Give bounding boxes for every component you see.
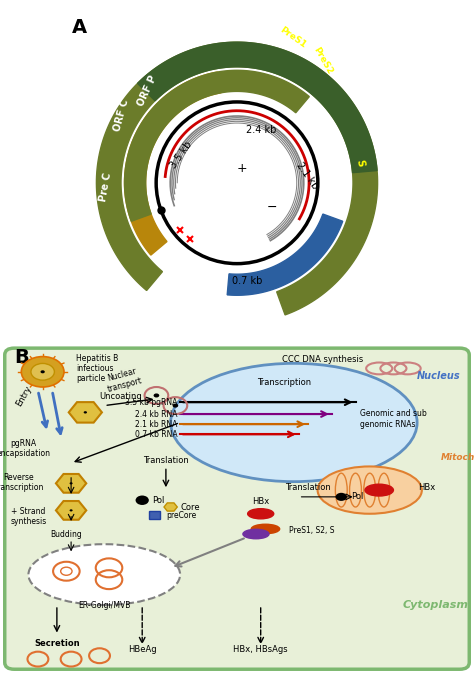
Text: Pol: Pol — [351, 492, 363, 502]
Ellipse shape — [28, 544, 180, 605]
Text: ORF X: ORF X — [175, 270, 208, 280]
Text: PreS1: PreS1 — [278, 25, 308, 49]
Ellipse shape — [248, 508, 274, 519]
Ellipse shape — [365, 484, 393, 496]
Text: Pol: Pol — [152, 496, 164, 505]
Text: Cytoplasm: Cytoplasm — [403, 600, 469, 610]
Text: Entry: Entry — [14, 384, 33, 408]
Text: Nucleus: Nucleus — [417, 370, 461, 381]
Text: 0.7 kb RNA: 0.7 kb RNA — [135, 430, 178, 439]
Circle shape — [173, 404, 178, 408]
FancyBboxPatch shape — [149, 511, 160, 519]
Polygon shape — [164, 503, 177, 511]
Text: 2.4 kb: 2.4 kb — [246, 125, 277, 135]
Text: Reverse
transcription: Reverse transcription — [0, 473, 44, 492]
Polygon shape — [56, 501, 86, 520]
Text: 2.1 kb: 2.1 kb — [294, 160, 320, 191]
Polygon shape — [69, 402, 102, 422]
Ellipse shape — [318, 466, 422, 514]
Circle shape — [83, 411, 87, 414]
Text: Core: Core — [180, 502, 200, 512]
Ellipse shape — [243, 529, 269, 539]
Text: B: B — [14, 348, 29, 367]
Text: Transcription: Transcription — [257, 379, 311, 387]
Polygon shape — [227, 214, 343, 295]
Polygon shape — [125, 72, 221, 255]
Text: preCore: preCore — [166, 510, 196, 520]
Polygon shape — [96, 42, 378, 315]
Text: Uncoating: Uncoating — [100, 392, 142, 401]
Text: + Strand
synthesis: + Strand synthesis — [10, 506, 46, 526]
Polygon shape — [137, 42, 377, 172]
Text: HBeAg: HBeAg — [128, 646, 156, 654]
Text: Translation: Translation — [285, 483, 331, 492]
Polygon shape — [125, 70, 310, 221]
Text: ORF C: ORF C — [112, 97, 130, 132]
Circle shape — [70, 509, 73, 512]
Circle shape — [31, 364, 55, 380]
Text: Secretion: Secretion — [34, 639, 80, 648]
Text: 0.7 kb: 0.7 kb — [232, 276, 263, 286]
Text: Genomic and sub
genomic RNAs: Genomic and sub genomic RNAs — [360, 410, 427, 429]
Text: Pre C: Pre C — [98, 172, 113, 202]
Text: Nuclear
transport: Nuclear transport — [103, 366, 143, 394]
Ellipse shape — [171, 364, 417, 481]
Text: Budding: Budding — [51, 531, 82, 539]
Text: +: + — [237, 162, 247, 175]
Circle shape — [70, 482, 73, 485]
Text: Translation: Translation — [143, 456, 189, 465]
Text: CCC DNA synthesis: CCC DNA synthesis — [282, 355, 363, 364]
Text: Hepatitis B
infectious
particle: Hepatitis B infectious particle — [76, 354, 118, 383]
Text: Mitochondria: Mitochondria — [441, 453, 474, 462]
Text: A: A — [72, 18, 87, 37]
Text: 2.4 kb RNA: 2.4 kb RNA — [135, 410, 178, 418]
Text: ER-Golgi/MVB: ER-Golgi/MVB — [78, 602, 130, 610]
Text: HBx, HBsAgs: HBx, HBsAgs — [233, 646, 288, 654]
Circle shape — [154, 393, 159, 397]
Text: 3.5 kb: 3.5 kb — [168, 139, 193, 170]
Text: 2.1 kb RNA: 2.1 kb RNA — [136, 420, 178, 429]
FancyBboxPatch shape — [5, 348, 469, 669]
Text: S: S — [355, 158, 365, 167]
Text: ORF S: ORF S — [210, 18, 244, 34]
Text: HBx: HBx — [252, 497, 269, 506]
Text: 3.5 kb pgRNA: 3.5 kb pgRNA — [126, 397, 178, 407]
Text: ORF P: ORF P — [136, 74, 159, 107]
Circle shape — [336, 493, 347, 501]
Circle shape — [136, 496, 149, 505]
Polygon shape — [56, 474, 86, 493]
Circle shape — [40, 370, 45, 373]
Text: HBx: HBx — [418, 483, 435, 492]
Text: PreS2: PreS2 — [312, 45, 335, 76]
Text: pgRNA
encapsidation: pgRNA encapsidation — [0, 439, 51, 458]
Circle shape — [21, 356, 64, 387]
Text: −: − — [267, 201, 277, 214]
Ellipse shape — [251, 525, 280, 534]
Text: PreS1, S2, S: PreS1, S2, S — [289, 526, 335, 535]
